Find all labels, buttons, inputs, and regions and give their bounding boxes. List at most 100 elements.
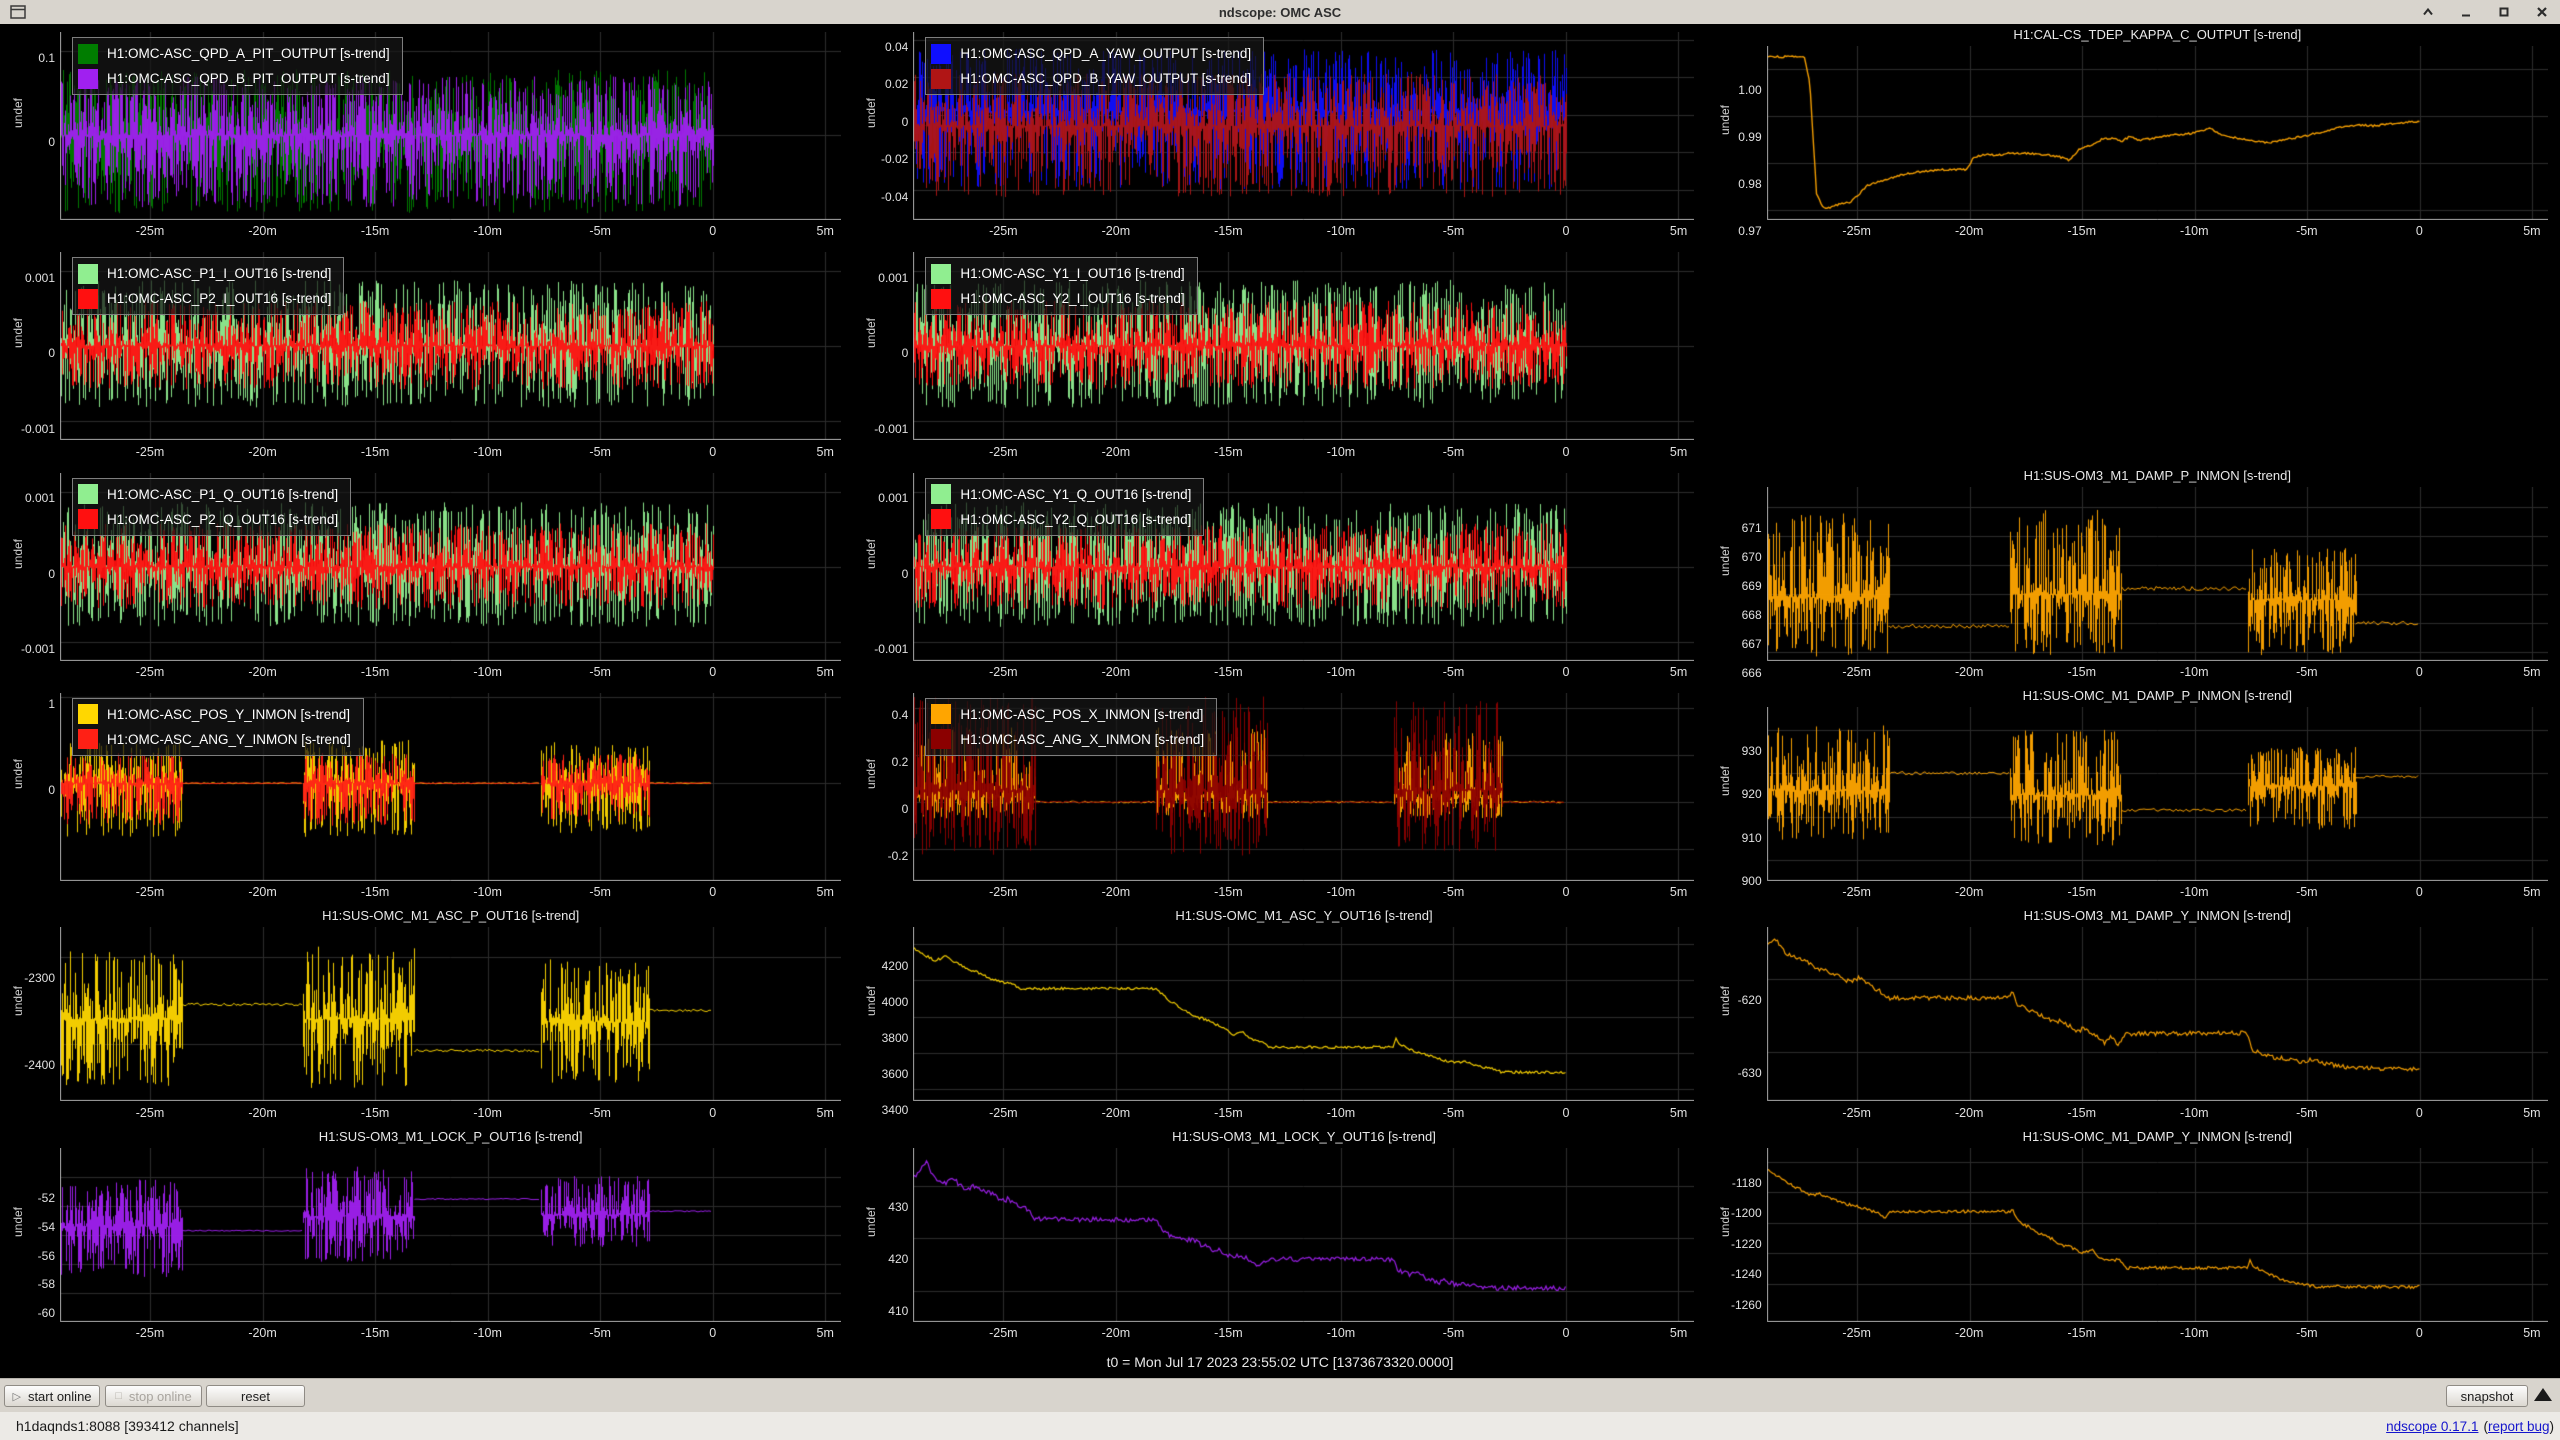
- plot-cell-1[interactable]: undef 0.1 0 H1:OMC-ASC_QPD_A_PIT_OUTPUT [s-…: [0, 24, 854, 245]
- start-online-button[interactable]: ▷ start online: [4, 1385, 100, 1407]
- x-axis[interactable]: -25m -20m -15m -10m -5m 0 5m: [1767, 661, 2548, 685]
- x-axis-tick-label: -10m: [473, 664, 502, 679]
- plot-canvas[interactable]: [913, 927, 1695, 1102]
- minimize-window-icon[interactable]: [2458, 4, 2474, 20]
- plot-canvas[interactable]: [1766, 486, 2548, 661]
- window-title: ndscope: OMC ASC: [1218, 4, 1342, 20]
- close-window-icon[interactable]: [2534, 4, 2550, 20]
- x-axis[interactable]: -25m -20m -15m -10m -5m 0 5m: [60, 220, 841, 244]
- x-axis-tick-label: 0: [1562, 444, 1570, 459]
- plot-cell-11[interactable]: undef 0.4 0.2 0 -0.2 H1:OMC-ASC_POS_X_INMON […: [853, 684, 1707, 906]
- plot-canvas[interactable]: [1766, 706, 2548, 881]
- ndscope-version-link[interactable]: ndscope 0.17.1: [2386, 1418, 2479, 1434]
- y-axis[interactable]: undef -2300 -2400: [0, 927, 60, 1101]
- y-axis[interactable]: undef -52 -54 -56 -58 -60: [0, 1148, 60, 1322]
- x-axis[interactable]: -25m -20m -15m -10m -5m 0 5m: [60, 441, 841, 465]
- y-axis[interactable]: undef 0.4 0.2 0 -0.2: [853, 693, 913, 881]
- maximize-window-icon[interactable]: [2496, 4, 2512, 20]
- plot-cell-14[interactable]: H1:SUS-OMC_M1_ASC_Y_OUT16 [s-trend] undef…: [853, 905, 1707, 1126]
- plot-canvas[interactable]: [60, 1147, 841, 1322]
- x-axis-tick-label: 5m: [1669, 444, 1688, 459]
- plot-cell-7[interactable]: undef 0.001 0 -0.001 H1:OMC-ASC_P1_Q_OUT16 […: [0, 464, 854, 685]
- x-axis[interactable]: -25m -20m -15m -10m -5m 0 5m: [60, 881, 841, 905]
- x-axis[interactable]: -25m -20m -15m -10m -5m 0 5m: [913, 1102, 1694, 1126]
- stop-online-button[interactable]: □ stop online: [105, 1385, 202, 1407]
- plot-cell-13[interactable]: H1:SUS-OMC_M1_ASC_P_OUT16 [s-trend] undef…: [0, 905, 854, 1126]
- plot-canvas[interactable]: [1766, 46, 2548, 220]
- y-axis[interactable]: undef 0.001 0 -0.001: [0, 252, 60, 440]
- x-axis[interactable]: -25m -20m -15m -10m -5m 0 5m: [1767, 220, 2548, 244]
- plot-legend: H1:OMC-ASC_P1_I_OUT16 [s-trend] H1:OMC-AS…: [72, 257, 345, 316]
- plot-canvas[interactable]: [1766, 927, 2548, 1102]
- plot-cell-8[interactable]: undef 0.001 0 -0.001 H1:OMC-ASC_Y1_Q_OUT16 […: [853, 464, 1707, 685]
- y-axis[interactable]: undef 0.001 0 -0.001: [853, 252, 913, 440]
- y-axis[interactable]: undef 4200 4000 3800 3600 3400: [853, 927, 913, 1117]
- x-axis[interactable]: -25m -20m -15m -10m -5m 0 5m: [60, 661, 841, 685]
- y-axis[interactable]: undef 0.001 0 -0.001: [0, 473, 60, 661]
- plot-area[interactable]: H1:OMC-ASC_POS_X_INMON [s-trend] H1:OMC-A…: [913, 692, 1695, 882]
- plot-cell-2[interactable]: undef 0.04 0.02 0 -0.02 -0.04 H1:OMC-ASC_QPD_A…: [853, 24, 1707, 245]
- y-axis-tick-label: -1220: [1730, 1236, 1762, 1251]
- x-axis[interactable]: -25m -20m -15m -10m -5m 0 5m: [60, 1102, 841, 1126]
- x-axis[interactable]: -25m -20m -15m -10m -5m 0 5m: [1767, 881, 2548, 905]
- y-axis[interactable]: undef -620 -630: [1707, 927, 1767, 1101]
- x-axis[interactable]: -25m -20m -15m -10m -5m 0 5m: [1767, 1102, 2548, 1126]
- plot-cell-5[interactable]: undef 0.001 0 -0.001 H1:OMC-ASC_Y1_I_OUT16 […: [853, 244, 1707, 465]
- y-axis[interactable]: undef 0.04 0.02 0 -0.02 -0.04: [853, 32, 913, 220]
- y-axis[interactable]: undef 0.001 0 -0.001: [853, 473, 913, 661]
- plot-cell-12[interactable]: H1:SUS-OMC_M1_DAMP_P_INMON [s-trend] unde…: [1706, 684, 2560, 906]
- x-axis[interactable]: -25m -20m -15m -10m -5m 0 5m: [913, 881, 1694, 905]
- plot-area[interactable]: [1766, 46, 2548, 221]
- y-axis[interactable]: undef 0.1 0: [0, 32, 60, 220]
- plot-cell-18[interactable]: H1:SUS-OMC_M1_DAMP_Y_INMON [s-trend] unde…: [1706, 1125, 2560, 1346]
- plot-area[interactable]: [60, 927, 842, 1102]
- plot-area[interactable]: H1:OMC-ASC_P1_I_OUT16 [s-trend] H1:OMC-AS…: [60, 252, 842, 441]
- plot-area[interactable]: H1:OMC-ASC_Y1_Q_OUT16 [s-trend] H1:OMC-AS…: [913, 472, 1695, 661]
- reset-button[interactable]: reset: [206, 1385, 305, 1407]
- x-axis-tick-label: -5m: [589, 885, 611, 900]
- x-axis[interactable]: -25m -20m -15m -10m -5m 0 5m: [913, 1322, 1694, 1346]
- plot-area[interactable]: [1766, 706, 2548, 882]
- plot-cell-17[interactable]: H1:SUS-OM3_M1_LOCK_Y_OUT16 [s-trend] unde…: [853, 1125, 1707, 1346]
- plot-cell-16[interactable]: H1:SUS-OM3_M1_LOCK_P_OUT16 [s-trend] unde…: [0, 1125, 854, 1346]
- y-axis[interactable]: undef 1.00 0.99 0.98 0.97: [1707, 46, 1767, 238]
- plot-area[interactable]: H1:OMC-ASC_QPD_A_YAW_OUTPUT [s-trend] H1:…: [913, 32, 1695, 221]
- plot-cell-3[interactable]: H1:CAL-CS_TDEP_KAPPA_C_OUTPUT [s-trend] u…: [1706, 24, 2560, 245]
- plot-canvas[interactable]: [1766, 1147, 2548, 1322]
- plot-area[interactable]: H1:OMC-ASC_P1_Q_OUT16 [s-trend] H1:OMC-AS…: [60, 472, 842, 661]
- plot-area[interactable]: [1766, 927, 2548, 1102]
- x-axis-tick-label: -25m: [989, 664, 1018, 679]
- x-axis[interactable]: -25m -20m -15m -10m -5m 0 5m: [913, 661, 1694, 685]
- y-axis[interactable]: undef -1180 -1200 -1220 -1240 -1260: [1707, 1148, 1767, 1322]
- snapshot-button[interactable]: snapshot: [2446, 1385, 2528, 1407]
- plot-area[interactable]: H1:OMC-ASC_QPD_A_PIT_OUTPUT [s-trend] H1:…: [60, 32, 842, 221]
- plot-cell-10[interactable]: undef 1 0 H1:OMC-ASC_POS_Y_INMON [s-trend] H…: [0, 684, 854, 906]
- plot-canvas[interactable]: [913, 1147, 1695, 1322]
- collapse-panel-arrow-icon[interactable]: [2534, 1388, 2552, 1401]
- plot-area[interactable]: [1766, 1147, 2548, 1322]
- y-axis[interactable]: undef 1 0: [0, 693, 60, 881]
- y-axis[interactable]: undef 930 920 910 900: [1707, 707, 1767, 889]
- plot-cell-4[interactable]: undef 0.001 0 -0.001 H1:OMC-ASC_P1_I_OUT16 […: [0, 244, 854, 465]
- y-axis[interactable]: undef 671 670 669 668 667 666: [1707, 487, 1767, 680]
- y-axis-tick-label: -0.001: [874, 641, 909, 656]
- shade-window-icon[interactable]: [2420, 4, 2436, 20]
- x-axis[interactable]: -25m -20m -15m -10m -5m 0 5m: [913, 220, 1694, 244]
- plot-area[interactable]: [913, 1147, 1695, 1322]
- plot-cell-15[interactable]: H1:SUS-OM3_M1_DAMP_Y_INMON [s-trend] unde…: [1706, 905, 2560, 1126]
- plot-cell-9[interactable]: H1:SUS-OM3_M1_DAMP_P_INMON [s-trend] unde…: [1706, 464, 2560, 685]
- x-axis[interactable]: -25m -20m -15m -10m -5m 0 5m: [913, 441, 1694, 465]
- y-axis[interactable]: undef 430 420 410: [853, 1148, 913, 1322]
- plot-title: H1:SUS-OM3_M1_LOCK_Y_OUT16 [s-trend]: [1172, 1128, 1436, 1144]
- plot-area[interactable]: [1766, 486, 2548, 661]
- report-bug-link[interactable]: report bug: [2487, 1418, 2550, 1434]
- x-axis[interactable]: -25m -20m -15m -10m -5m 0 5m: [60, 1322, 841, 1346]
- plot-canvas[interactable]: [60, 927, 841, 1102]
- plot-area[interactable]: [60, 1147, 842, 1322]
- y-axis-tick-label: -58: [37, 1277, 55, 1292]
- x-axis[interactable]: -25m -20m -15m -10m -5m 0 5m: [1767, 1322, 2548, 1346]
- plot-area[interactable]: [913, 927, 1695, 1102]
- plot-area[interactable]: H1:OMC-ASC_Y1_I_OUT16 [s-trend] H1:OMC-AS…: [913, 252, 1695, 441]
- plot-area[interactable]: H1:OMC-ASC_POS_Y_INMON [s-trend] H1:OMC-A…: [60, 692, 842, 882]
- x-axis-tick-label: -25m: [1842, 1105, 1871, 1120]
